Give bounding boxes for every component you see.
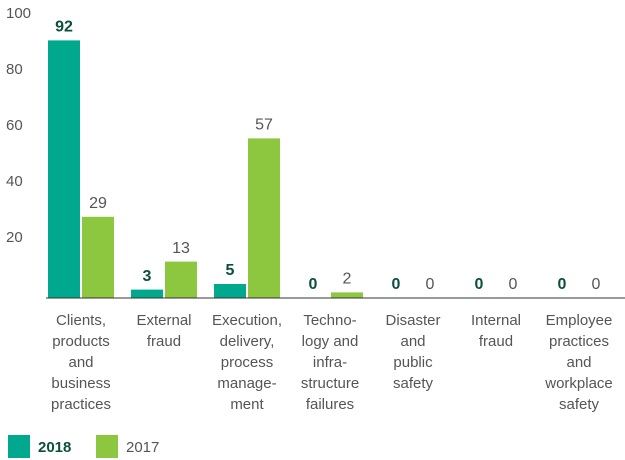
value-label: 13 [172, 240, 190, 257]
value-label: 0 [558, 276, 567, 293]
legend-label: 2017 [126, 439, 159, 456]
x-tick-label: safety [393, 375, 434, 392]
bar [165, 261, 197, 298]
x-tick-label: business [51, 375, 110, 392]
value-label: 0 [509, 276, 518, 293]
x-tick-label: and [566, 354, 591, 371]
value-label: 3 [143, 268, 152, 285]
x-tick-label: External [136, 312, 191, 329]
value-label: 0 [309, 276, 318, 293]
y-tick-label: 100 [6, 5, 31, 22]
value-label: 29 [89, 195, 107, 212]
y-tick-label: 60 [6, 117, 23, 134]
x-tick-label: safety [559, 396, 600, 413]
bar [248, 138, 280, 298]
value-label: 57 [255, 117, 273, 134]
bar [214, 284, 246, 298]
x-tick-label: products [52, 333, 110, 350]
value-label: 0 [475, 276, 484, 293]
value-label: 5 [226, 262, 235, 279]
x-tick-label: delivery, [220, 333, 275, 350]
bar [82, 216, 114, 298]
x-tick-label: practices [549, 333, 609, 350]
bar [48, 40, 80, 299]
value-label: 92 [55, 19, 73, 36]
value-label: 0 [426, 276, 435, 293]
value-label: 0 [592, 276, 601, 293]
x-tick-label: Execution, [212, 312, 282, 329]
x-tick-label: infra- [313, 354, 347, 371]
value-label: 2 [343, 271, 352, 288]
x-tick-label: structure [301, 375, 359, 392]
x-tick-label: manage- [217, 375, 276, 392]
x-tick-label: Disaster [385, 312, 440, 329]
x-tick-label: Techno- [303, 312, 356, 329]
x-tick-label: Clients, [56, 312, 106, 329]
x-tick-label: ment [230, 396, 264, 413]
legend-swatch [96, 435, 118, 458]
x-tick-label: fraud [479, 333, 513, 350]
x-tick-label: failures [306, 396, 354, 413]
x-tick-label: fraud [147, 333, 181, 350]
x-tick-label: practices [51, 396, 111, 413]
legend-label: 2018 [38, 439, 71, 456]
bar [331, 292, 363, 298]
y-tick-label: 80 [6, 61, 23, 78]
value-label: 0 [392, 276, 401, 293]
x-tick-label: Employee [546, 312, 613, 329]
x-tick-label: Internal [471, 312, 521, 329]
x-tick-label: public [393, 354, 433, 371]
y-tick-label: 40 [6, 173, 23, 190]
x-tick-label: logy and [302, 333, 359, 350]
y-tick-label: 20 [6, 229, 23, 246]
x-tick-label: workplace [544, 375, 613, 392]
legend-swatch [8, 435, 30, 458]
x-tick-label: and [400, 333, 425, 350]
bar [131, 289, 163, 298]
x-tick-label: and [68, 354, 93, 371]
x-tick-label: process [221, 354, 274, 371]
